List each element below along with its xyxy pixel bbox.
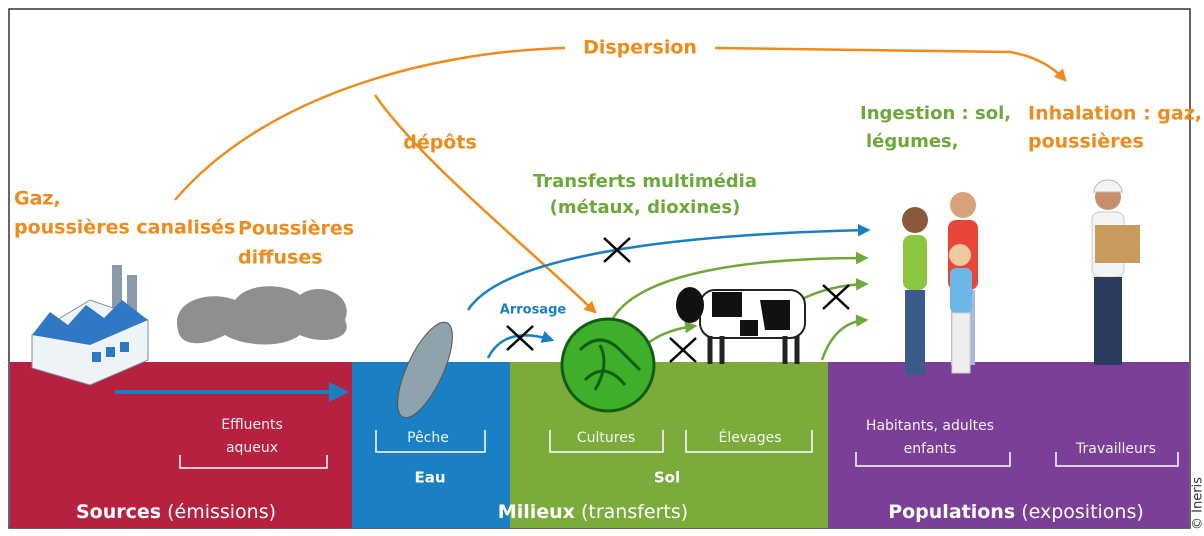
legs — [952, 313, 970, 373]
exposure-label: légumes, — [866, 131, 959, 152]
exposure-label: Inhalation : gaz, — [1028, 103, 1202, 125]
item-label: aqueux — [226, 440, 278, 456]
title: Milieux — [498, 501, 575, 523]
title: Populations — [888, 501, 1015, 523]
window — [120, 342, 129, 352]
legs — [905, 290, 925, 375]
exposure-label: poussières — [1028, 131, 1144, 153]
emission-label: diffuses — [238, 247, 323, 269]
transfer-label: Transferts multimédia — [533, 171, 757, 192]
arrosage-label: Arrosage — [500, 303, 567, 318]
subtitle: (expositions) — [1021, 501, 1144, 523]
head — [949, 244, 971, 266]
zone-name: Eau — [414, 469, 445, 487]
body: Dispersion dépôts Gaz, poussières canali… — [0, 0, 1204, 536]
credit: © Ineris — [1191, 477, 1204, 530]
subtitle: (transferts) — [581, 501, 688, 523]
emission-label: Gaz, — [14, 188, 61, 210]
head — [950, 192, 976, 218]
zone-title: Milieux (transferts) — [498, 501, 688, 523]
item-label: Cultures — [577, 430, 635, 446]
title: Sources — [76, 501, 161, 523]
item-label: enfants — [904, 441, 957, 457]
item-label: Travailleurs — [1075, 441, 1156, 457]
zone-name: Sol — [654, 469, 680, 487]
torso — [903, 235, 927, 290]
window — [92, 352, 101, 362]
head — [902, 207, 928, 233]
item-label: Effluents — [221, 417, 283, 433]
cow-head — [676, 287, 704, 323]
torso — [950, 268, 972, 313]
exposure-label: Ingestion : sol, — [860, 103, 1011, 124]
window — [106, 347, 115, 357]
lettuce — [562, 319, 654, 411]
item-label: Habitants, adultes — [866, 418, 994, 434]
zone-title: Populations (expositions) — [888, 501, 1144, 523]
page: Diagram {"arrows": {"dispersion": "Dispe… — [0, 0, 1204, 536]
item-label: Élevages — [718, 429, 781, 446]
transfer-label: (métaux, dioxines) — [550, 197, 741, 218]
emission-label: poussières canalisés — [14, 217, 235, 239]
item-label: Pêche — [407, 430, 449, 446]
legs — [1094, 277, 1122, 365]
lettuce-icon — [562, 319, 654, 411]
subtitle: (émissions) — [167, 501, 276, 523]
emission-label: Poussières — [238, 218, 354, 240]
dispersion-label: Dispersion — [583, 37, 697, 59]
diagram: Dispersion dépôts Gaz, poussières canali… — [0, 0, 1204, 536]
zone-title: Sources (émissions) — [76, 501, 276, 523]
box — [1095, 225, 1140, 263]
depots-label: dépôts — [403, 132, 477, 154]
